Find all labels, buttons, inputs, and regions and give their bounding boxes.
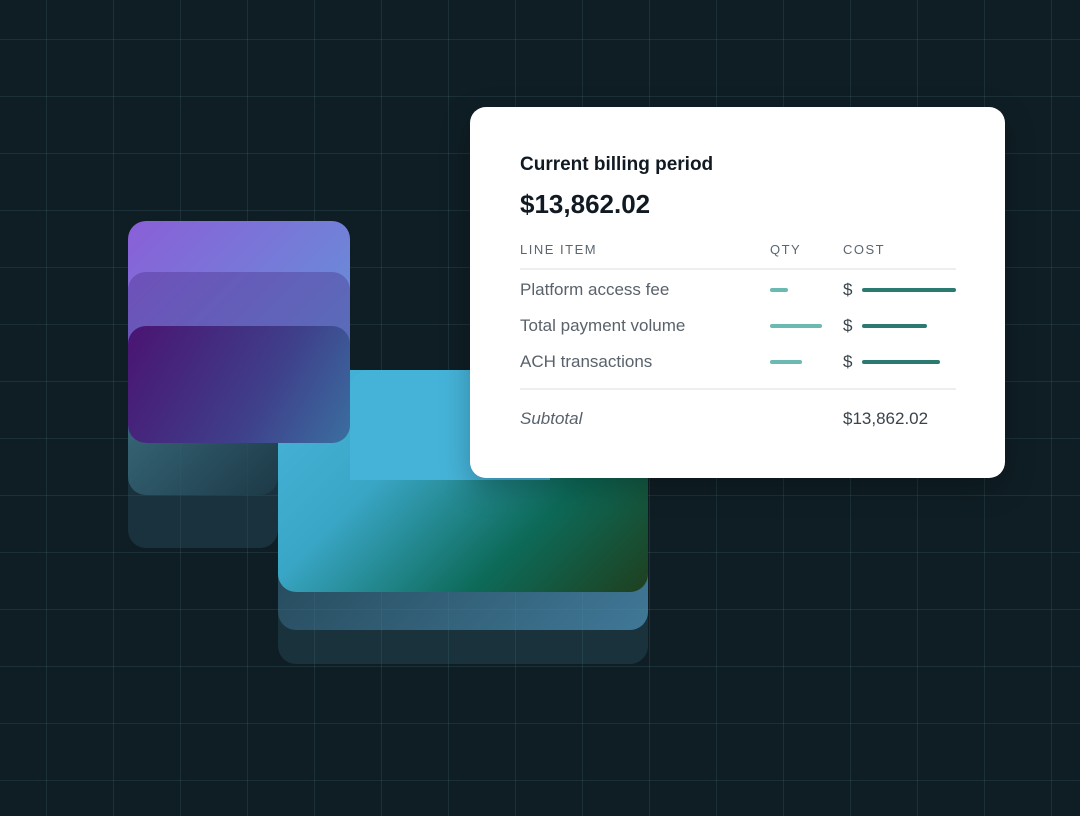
cost-bar bbox=[862, 288, 956, 292]
total-amount: $13,862.02 bbox=[520, 189, 651, 219]
row-label: Platform access fee bbox=[520, 280, 670, 299]
subtotal-divider bbox=[520, 388, 956, 390]
qty-bar bbox=[770, 288, 788, 292]
qty-bar bbox=[770, 360, 802, 364]
row-label: Total payment volume bbox=[520, 316, 686, 335]
billing-card: Current billing period $13,862.02 LINE I… bbox=[470, 107, 1005, 478]
subtotal-value: $13,862.02 bbox=[843, 409, 929, 428]
currency-symbol: $ bbox=[843, 316, 853, 335]
row-label: ACH transactions bbox=[520, 352, 653, 371]
column-header-qty: QTY bbox=[770, 242, 802, 257]
qty-bar bbox=[770, 324, 822, 328]
cost-bar bbox=[862, 360, 940, 364]
card-title: Current billing period bbox=[520, 154, 714, 175]
currency-symbol: $ bbox=[843, 352, 853, 371]
subtotal-label: Subtotal bbox=[520, 409, 583, 428]
header-divider bbox=[520, 268, 956, 270]
column-header-cost: COST bbox=[843, 242, 886, 257]
cost-bar bbox=[862, 324, 927, 328]
column-header-line-item: LINE ITEM bbox=[520, 242, 598, 257]
currency-symbol: $ bbox=[843, 280, 853, 299]
